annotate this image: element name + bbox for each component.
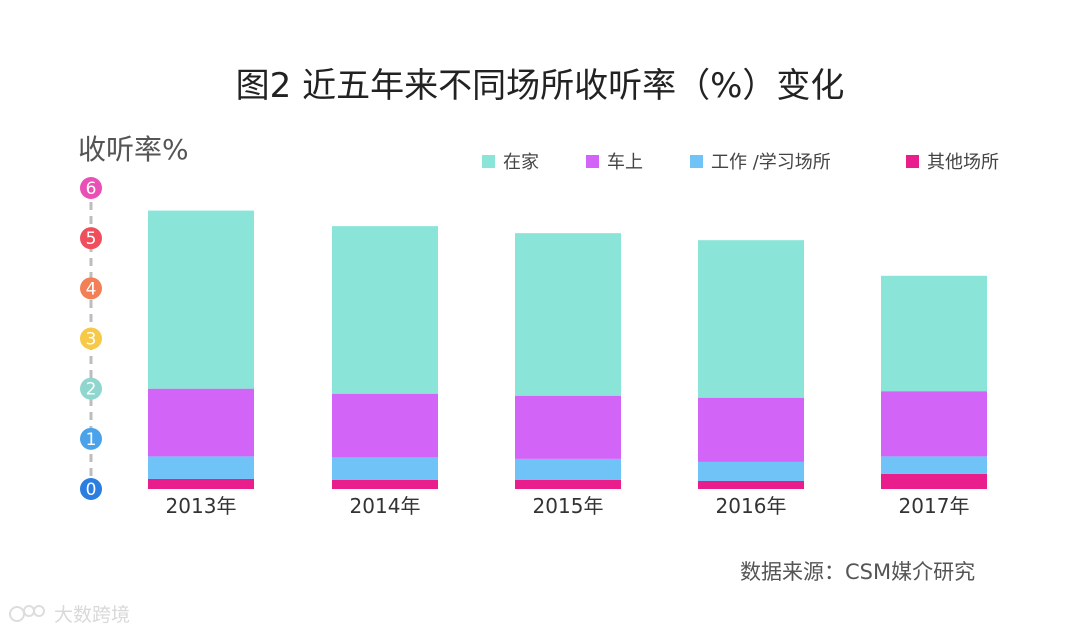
- y-tick-marker: [80, 478, 102, 500]
- y-tick-marker: [80, 377, 102, 400]
- y-tick-marker: [80, 227, 102, 250]
- legend: 在家 车上 工作 /学习场所 其他场所: [0, 148, 1080, 174]
- watermark: 大数跨境: [8, 600, 130, 627]
- y-tick-label: 4: [86, 279, 97, 299]
- bar-segment: [332, 226, 438, 394]
- bar-segment: [881, 275, 987, 392]
- legend-swatch-work: [690, 154, 703, 168]
- bar-segment: [881, 473, 987, 489]
- bar-segment: [881, 456, 987, 474]
- y-tick-label: 1: [86, 430, 97, 450]
- bar-segment: [515, 458, 621, 480]
- legend-item-work: 工作 /学习场所: [690, 148, 831, 174]
- bar-segment: [148, 456, 254, 479]
- legend-swatch-other: [906, 154, 919, 168]
- legend-label-work: 工作 /学习场所: [711, 152, 831, 173]
- bar-segment: [515, 479, 621, 489]
- bar-segment: [148, 210, 254, 389]
- bar-segment: [332, 457, 438, 480]
- source-note: 数据来源：CSM媒介研究: [740, 560, 976, 584]
- bar-segment: [515, 395, 621, 459]
- bar-segment: [698, 397, 804, 462]
- legend-item-other: 其他场所: [906, 148, 999, 174]
- x-tick-label: 2015年: [533, 494, 604, 518]
- y-tick-label: 5: [86, 229, 97, 249]
- legend-swatch-home: [482, 154, 495, 168]
- bar-segment: [148, 478, 254, 489]
- y-tick-marker: [80, 177, 102, 199]
- bar-segment: [148, 388, 254, 457]
- bar-segment: [332, 393, 438, 458]
- bar-segment: [881, 391, 987, 457]
- watermark-logo-icon: [9, 604, 45, 622]
- y-tick-label: 3: [86, 330, 97, 350]
- y-axis-label: 收听率%: [78, 133, 189, 166]
- x-tick-label: 2014年: [350, 494, 421, 518]
- bar-segment: [698, 461, 804, 481]
- bar-segment: [698, 480, 804, 489]
- y-tick-marker: [80, 277, 102, 300]
- y-tick-marker: [80, 327, 102, 350]
- legend-label-home: 在家: [503, 152, 539, 173]
- legend-item-home: 在家: [482, 148, 539, 174]
- legend-label-car: 车上: [607, 152, 643, 173]
- y-tick-label: 0: [86, 480, 97, 500]
- y-tick-marker: [80, 427, 102, 450]
- bar-segment: [698, 240, 804, 398]
- bar-segment: [332, 479, 438, 489]
- legend-item-car: 车上: [586, 148, 643, 174]
- bar-segment: [515, 233, 621, 396]
- y-tick-label: 2: [86, 380, 97, 400]
- y-tick-label: 6: [86, 179, 97, 199]
- x-tick-label: 2013年: [166, 494, 237, 518]
- watermark-text: 大数跨境: [54, 604, 131, 626]
- x-tick-label: 2017年: [899, 494, 970, 518]
- x-tick-label: 2016年: [716, 494, 787, 518]
- chart-title: 图2 近五年来不同场所收听率（%）变化: [235, 66, 845, 106]
- legend-swatch-car: [586, 154, 599, 168]
- legend-label-other: 其他场所: [927, 152, 999, 173]
